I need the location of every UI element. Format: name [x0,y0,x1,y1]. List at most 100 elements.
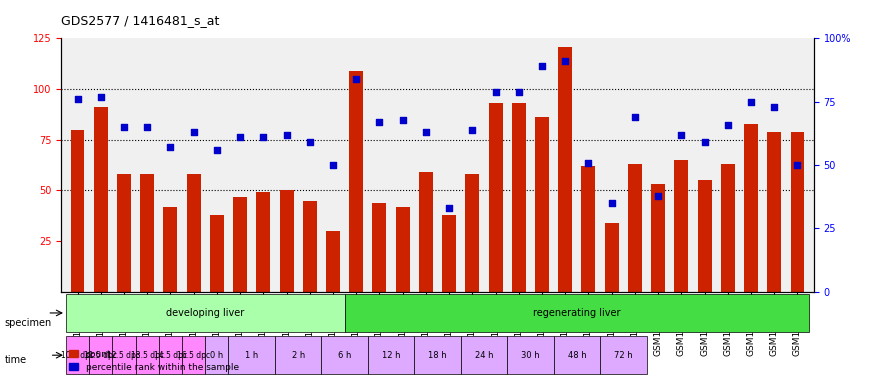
Text: 0 h: 0 h [210,351,223,360]
Point [373,119,387,125]
Bar [210,215,224,292]
Text: 10.5 dpc: 10.5 dpc [61,351,94,360]
Bar [326,231,340,292]
Point [744,99,758,105]
Point [117,124,131,130]
Point [210,147,224,153]
Bar [396,207,410,292]
Bar [419,172,433,292]
FancyBboxPatch shape [158,336,182,374]
Text: time: time [4,355,26,365]
Bar [767,132,781,292]
Bar [744,124,758,292]
Point [558,58,572,64]
FancyBboxPatch shape [228,336,275,374]
Bar [675,160,689,292]
Bar [164,207,178,292]
FancyBboxPatch shape [600,336,647,374]
Text: 18 h: 18 h [428,351,447,360]
Text: 72 h: 72 h [614,351,633,360]
Bar [512,103,526,292]
FancyBboxPatch shape [275,336,321,374]
Point [349,76,363,82]
Text: 11.5 dpc: 11.5 dpc [84,351,117,360]
Point [256,134,270,140]
Legend: count, percentile rank within the sample: count, percentile rank within the sample [66,346,242,376]
FancyBboxPatch shape [66,336,89,374]
Point [651,192,665,199]
Point [697,139,711,146]
Bar [628,164,642,292]
FancyBboxPatch shape [89,336,112,374]
Text: 30 h: 30 h [522,351,540,360]
Point [303,139,317,146]
Bar [94,108,108,292]
Point [233,134,247,140]
Text: 13.5 dpc: 13.5 dpc [130,351,164,360]
Bar [140,174,154,292]
Text: 12.5 dpc: 12.5 dpc [108,351,141,360]
FancyBboxPatch shape [206,336,228,374]
Point [582,159,596,166]
Bar [71,130,85,292]
Text: specimen: specimen [4,318,52,328]
Point [442,205,456,211]
Bar [488,103,502,292]
FancyBboxPatch shape [112,336,136,374]
Point [512,89,526,95]
Text: 1 h: 1 h [245,351,258,360]
Bar [558,46,572,292]
Bar [303,200,317,292]
Bar [186,174,200,292]
FancyBboxPatch shape [66,294,345,332]
Point [186,129,200,135]
Point [488,89,502,95]
Point [535,63,549,70]
Text: developing liver: developing liver [166,308,244,318]
Point [140,124,154,130]
Point [790,162,804,168]
Bar [582,166,595,292]
Text: 48 h: 48 h [568,351,586,360]
Bar [233,197,247,292]
Bar [256,192,270,292]
Text: 14.5 dpc: 14.5 dpc [154,351,187,360]
Bar [117,174,131,292]
Point [767,104,781,110]
Point [279,132,293,138]
Bar [373,203,387,292]
FancyBboxPatch shape [182,336,206,374]
Point [396,116,410,122]
Text: 6 h: 6 h [338,351,351,360]
FancyBboxPatch shape [136,336,158,374]
Bar [349,71,363,292]
Point [419,129,433,135]
Point [628,114,642,120]
Bar [605,223,619,292]
Point [466,127,480,133]
Bar [535,118,549,292]
Bar [280,190,293,292]
FancyBboxPatch shape [321,336,368,374]
Bar [790,132,804,292]
Text: 16.5 dpc: 16.5 dpc [177,351,210,360]
Point [71,96,85,102]
Point [721,121,735,127]
Point [675,132,689,138]
FancyBboxPatch shape [414,336,461,374]
FancyBboxPatch shape [554,336,600,374]
Text: 24 h: 24 h [475,351,494,360]
Point [605,200,619,206]
FancyBboxPatch shape [507,336,554,374]
Bar [697,180,711,292]
Text: 12 h: 12 h [382,351,400,360]
Bar [466,174,480,292]
Bar [721,164,735,292]
Bar [651,184,665,292]
Point [94,94,108,100]
FancyBboxPatch shape [368,336,414,374]
FancyBboxPatch shape [345,294,809,332]
Text: regenerating liver: regenerating liver [533,308,620,318]
Text: 2 h: 2 h [291,351,304,360]
Bar [442,215,456,292]
